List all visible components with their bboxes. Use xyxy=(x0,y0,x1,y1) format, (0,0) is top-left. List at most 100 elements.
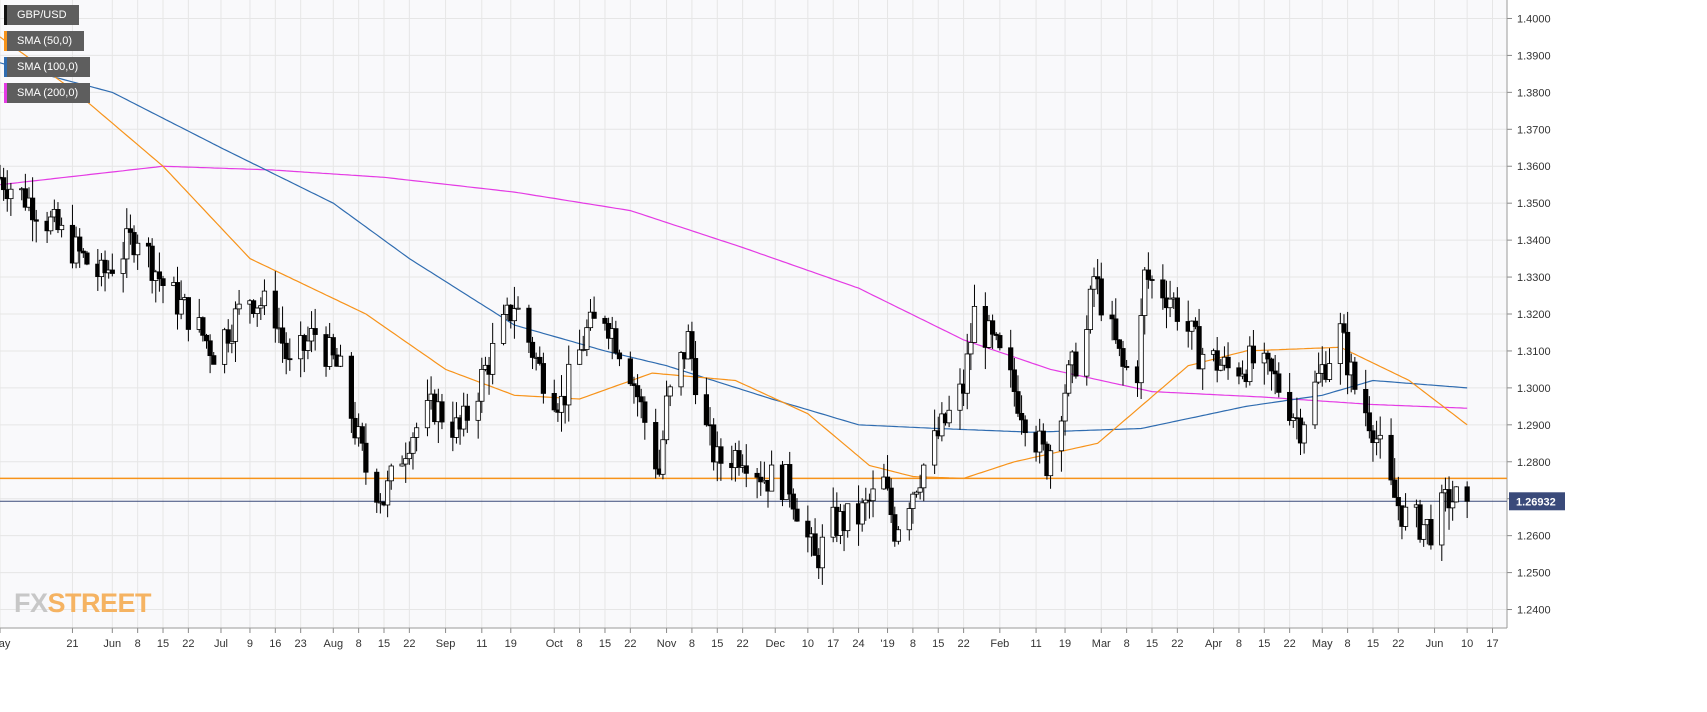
candle-body xyxy=(236,303,242,310)
x-tick-label: 8 xyxy=(577,638,583,650)
candle-body xyxy=(1417,504,1423,540)
y-tick-label: 1.3300 xyxy=(1517,272,1551,284)
legend-item-sma50[interactable]: SMA (50,0) xyxy=(4,31,85,51)
x-tick-label: 8 xyxy=(1236,638,1242,650)
candle-body xyxy=(584,327,590,350)
candle-body xyxy=(102,259,108,274)
x-tick-label: 23 xyxy=(295,638,307,650)
candle-body xyxy=(526,307,532,343)
candle-body xyxy=(1312,381,1318,426)
candle-body xyxy=(33,219,39,222)
candle-body xyxy=(80,250,86,254)
candle-body xyxy=(30,197,36,221)
candle-body xyxy=(511,308,518,322)
legend-label-sma50: SMA (50,0) xyxy=(17,35,73,47)
candle-body xyxy=(566,363,572,406)
y-tick-label: 1.2500 xyxy=(1517,568,1551,580)
candle-body xyxy=(602,317,608,324)
candle-body xyxy=(895,529,902,542)
candle-body xyxy=(906,508,912,531)
y-tick-label: 1.3700 xyxy=(1517,124,1551,136)
candle-body xyxy=(156,271,162,280)
logo-fx-text: FX xyxy=(14,588,48,618)
candle-body xyxy=(870,488,876,502)
candle-body xyxy=(283,342,289,360)
candle-body xyxy=(1196,326,1202,370)
candle-body xyxy=(1022,419,1028,434)
candle-body xyxy=(1290,417,1296,421)
candle-body xyxy=(424,400,431,429)
candle-body xyxy=(946,409,952,424)
candle-body xyxy=(997,335,1003,349)
candle-body xyxy=(312,328,318,335)
candle-body xyxy=(385,480,391,506)
legend-swatch-sma100 xyxy=(4,57,7,77)
x-tick-label: 11 xyxy=(476,638,487,650)
candle-body xyxy=(910,493,916,509)
y-tick-label: 1.2600 xyxy=(1517,531,1551,543)
candle-body xyxy=(1377,434,1383,440)
legend-item-sma200[interactable]: SMA (200,0) xyxy=(4,83,91,103)
candle-body xyxy=(932,430,938,466)
candle-body xyxy=(258,305,264,309)
candle-body xyxy=(1200,353,1206,370)
candle-body xyxy=(790,493,796,510)
x-tick-label: 15 xyxy=(711,638,723,650)
legend-swatch-sma200 xyxy=(4,83,7,103)
candle-body xyxy=(711,424,717,463)
candle-body xyxy=(374,471,380,503)
x-tick-label: 10 xyxy=(1461,638,1473,650)
candle-body xyxy=(1268,358,1275,372)
candle-body xyxy=(55,209,61,231)
x-tick-label: 15 xyxy=(157,638,169,650)
candle-body xyxy=(413,427,420,438)
candle-body xyxy=(888,487,894,516)
candle-body xyxy=(1174,297,1180,322)
candle-body xyxy=(957,383,963,411)
x-axis-area xyxy=(0,628,1707,712)
x-tick-label: 8 xyxy=(356,638,362,650)
x-tick-label: '19 xyxy=(880,638,894,650)
x-tick-label: 10 xyxy=(802,638,814,650)
candle-body xyxy=(613,328,619,354)
candle-body xyxy=(222,329,228,365)
x-tick-label: 16 xyxy=(269,638,281,650)
x-tick-label: 22 xyxy=(1171,638,1183,650)
candle-body xyxy=(667,386,673,397)
candle-body xyxy=(917,487,923,493)
x-tick-label: 8 xyxy=(135,638,141,650)
candle-body xyxy=(631,383,637,386)
candle-body xyxy=(232,308,239,342)
candle-body xyxy=(1084,329,1090,377)
candle-body xyxy=(1073,351,1079,377)
legend-item-sma100[interactable]: SMA (100,0) xyxy=(4,57,91,77)
candle-body xyxy=(1337,323,1343,364)
x-tick-label: 15 xyxy=(932,638,944,650)
candle-body xyxy=(515,307,521,310)
candle-body xyxy=(1250,345,1257,364)
candle-body xyxy=(145,242,152,247)
legend-item-gbpusd[interactable]: GBP/USD xyxy=(4,5,79,25)
x-tick-label: May xyxy=(1312,638,1333,650)
y-tick-label: 1.3500 xyxy=(1517,198,1551,210)
candle-body xyxy=(769,464,775,492)
legend: GBP/USD SMA (50,0) SMA (100,0) SMA (200,… xyxy=(4,5,91,109)
candle-body xyxy=(1218,364,1224,371)
candle-body xyxy=(1453,486,1459,503)
candle-body xyxy=(819,536,825,569)
candle-body xyxy=(892,514,898,542)
candle-body xyxy=(1225,356,1231,369)
x-tick-label: 8 xyxy=(1345,638,1351,650)
y-tick-label: 1.3800 xyxy=(1517,87,1551,99)
candle-body xyxy=(1058,420,1065,452)
candle-body xyxy=(758,476,764,483)
x-tick-label: 19 xyxy=(505,638,517,650)
x-tick-label: 15 xyxy=(1146,638,1158,650)
candle-body xyxy=(279,327,286,344)
candle-body xyxy=(8,188,14,200)
candle-body xyxy=(634,385,641,398)
last-price-badge xyxy=(1509,492,1565,511)
candle-body xyxy=(464,405,470,421)
candle-body xyxy=(348,355,354,419)
